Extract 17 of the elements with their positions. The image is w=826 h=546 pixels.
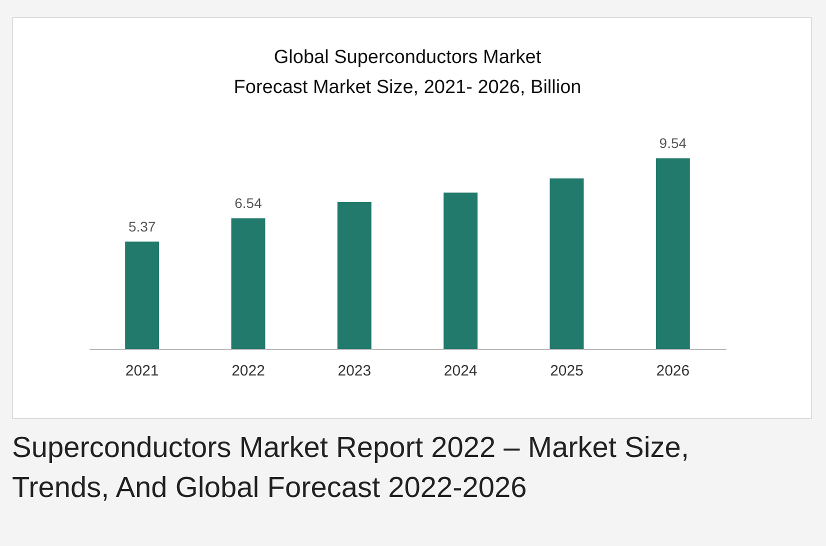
- data-label: 5.37: [128, 218, 156, 235]
- bar: [656, 158, 690, 349]
- bar: [444, 192, 478, 349]
- bar: [125, 242, 160, 349]
- chart-title: Global Superconductors Market Forecast Market Size, 2021- 2026, Billion: [234, 47, 582, 98]
- x-tick-label: 2023: [338, 362, 372, 380]
- bar: [337, 202, 372, 349]
- x-tick-label: 2025: [550, 362, 584, 380]
- bar: [231, 218, 266, 349]
- data-label: 6.54: [234, 195, 262, 212]
- x-tick-label: 2024: [444, 362, 478, 380]
- x-tick-label: 2021: [125, 362, 159, 380]
- text: Superconductors Market Report 2022 – Market Size, Trends, And Global Forecast 2022-2026: [12, 431, 690, 506]
- x-tick-label: 2022: [232, 362, 265, 380]
- x-tick-label: 2026: [656, 362, 690, 380]
- data-label: 9.54: [659, 135, 687, 152]
- bar: [550, 178, 584, 349]
